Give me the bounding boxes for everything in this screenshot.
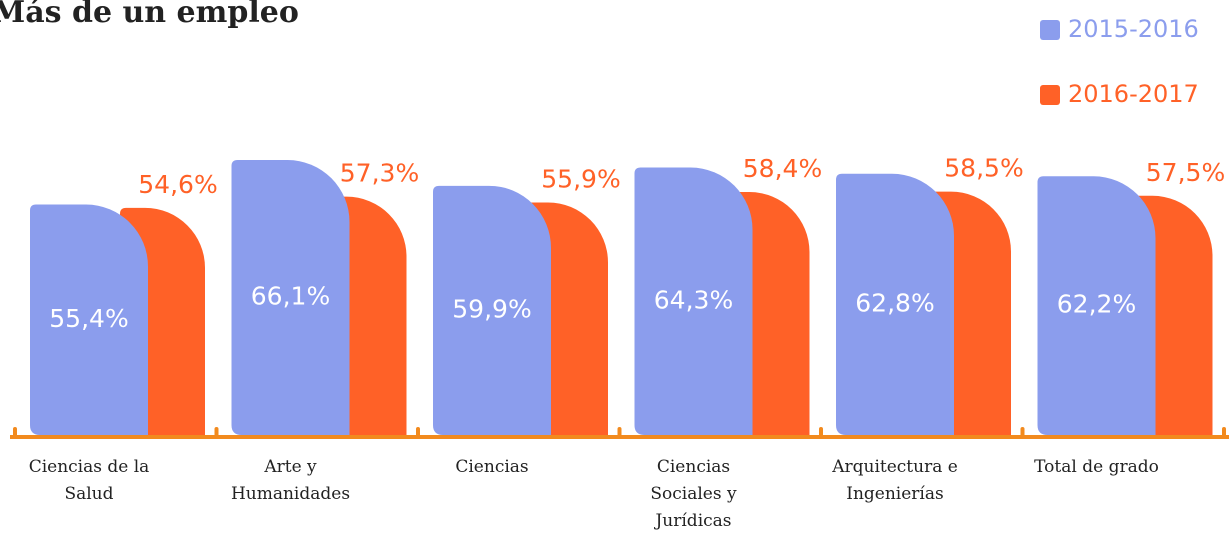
x-tick-label: Total de grado — [1034, 457, 1159, 477]
bar — [30, 204, 148, 435]
x-tick-label: Arte y Humanidades — [230, 457, 351, 504]
legend-swatch — [1040, 85, 1060, 105]
value-label: 62,8% — [855, 288, 934, 317]
value-label: 55,4% — [49, 304, 128, 333]
x-tick-label: Ciencias — [455, 457, 529, 477]
value-label: 55,9% — [541, 164, 620, 193]
value-label: 57,3% — [340, 159, 419, 188]
value-label: 62,2% — [1057, 290, 1136, 319]
bar — [634, 167, 753, 435]
bar — [231, 160, 350, 436]
value-label: 66,1% — [251, 282, 330, 311]
bar — [433, 185, 551, 435]
value-label: 58,5% — [944, 154, 1023, 183]
x-tick-label: Arquitectura e Ingenierías — [832, 457, 958, 504]
bar — [1037, 176, 1156, 436]
legend-label: 2016-2017 — [1068, 80, 1199, 108]
value-label: 58,4% — [743, 154, 822, 183]
value-label: 54,6% — [138, 170, 217, 199]
legend-label: 2015-2016 — [1068, 15, 1199, 43]
legend-swatch — [1040, 20, 1060, 40]
bar — [836, 173, 954, 435]
value-label: 57,5% — [1146, 158, 1225, 187]
value-label: 64,3% — [654, 285, 733, 314]
chart-title: Más de un empleo — [0, 0, 299, 30]
x-tick-label: Ciencias de la Salud — [28, 457, 150, 504]
value-label: 59,9% — [452, 294, 531, 323]
x-tick-label: Ciencias Sociales y Jurídicas — [650, 457, 737, 531]
